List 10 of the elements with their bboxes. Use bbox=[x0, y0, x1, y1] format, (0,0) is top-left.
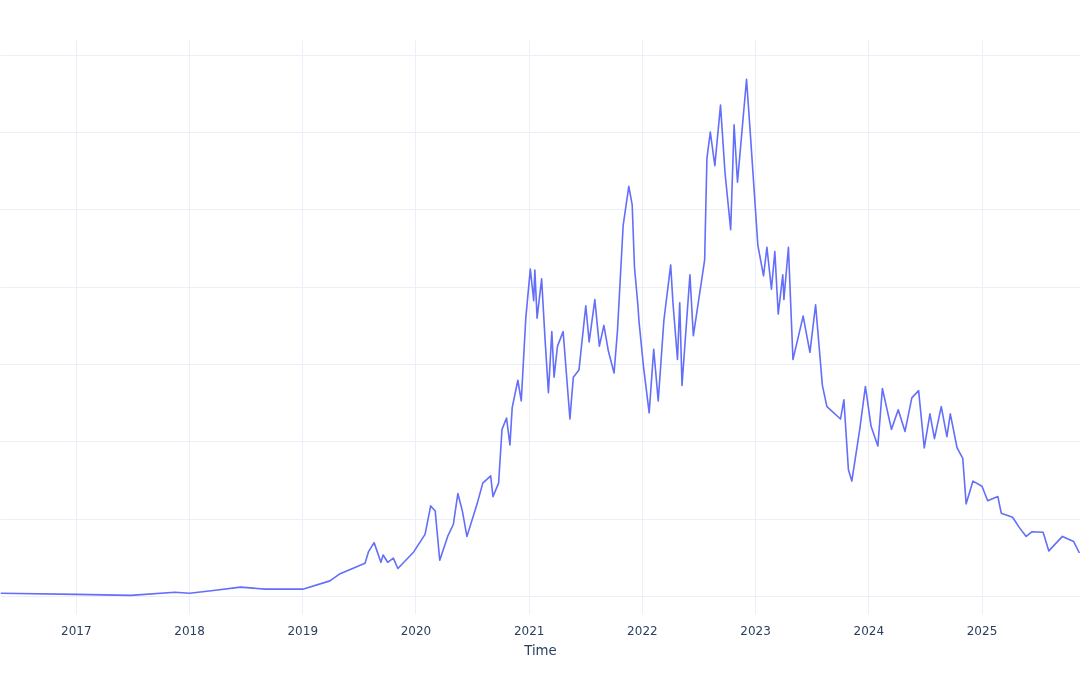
x-tick-label: 2019 bbox=[287, 623, 319, 638]
x-tick-label: 2022 bbox=[627, 623, 658, 638]
x-axis-title: Time bbox=[523, 642, 557, 658]
x-tick-label: 2024 bbox=[853, 623, 885, 638]
x-tick-label: 2025 bbox=[966, 623, 998, 638]
x-tick-label: 2018 bbox=[174, 623, 205, 638]
x-tick-label: 2017 bbox=[61, 623, 92, 638]
x-tick-label: 2023 bbox=[740, 623, 771, 638]
x-tick-label: 2020 bbox=[400, 623, 432, 638]
x-tick-label: 2021 bbox=[513, 623, 545, 638]
